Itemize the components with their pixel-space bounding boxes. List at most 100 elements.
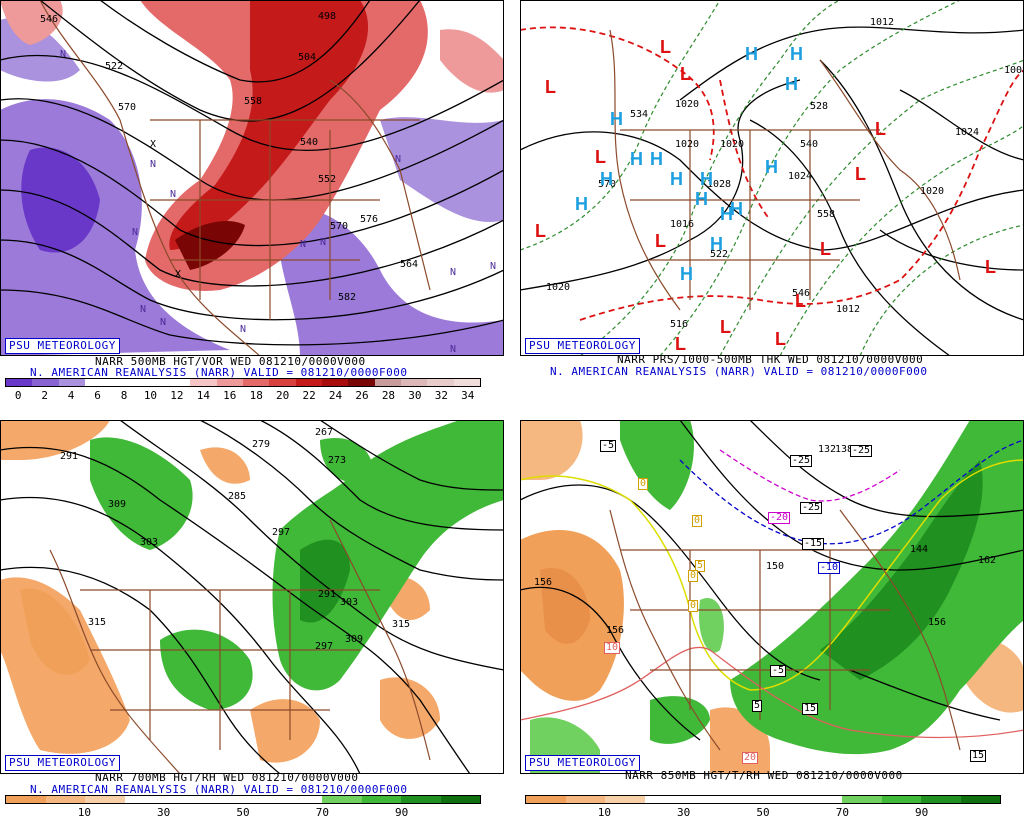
colorbar-swatch: [242, 379, 270, 386]
height-contour-label: 570: [330, 221, 349, 232]
height-contour-label: 144: [910, 544, 929, 555]
height-contour-label: 498: [318, 11, 337, 22]
vorticity-min-marker: N: [160, 317, 167, 328]
pressure-contour-label: 1020: [675, 139, 700, 150]
low-pressure-marker: L: [720, 317, 731, 337]
height-contour-label: 138: [835, 444, 854, 455]
height-contour-label: 303: [140, 537, 159, 548]
low-pressure-marker: L: [655, 231, 666, 251]
vorticity-min-marker: N: [140, 304, 147, 315]
colorbar-swatch: [58, 379, 85, 386]
colorbar-swatch: [295, 379, 322, 386]
colorbar-swatch: [164, 796, 204, 803]
colorbar-tick-label: 70: [315, 806, 329, 819]
pressure-contour-label: 570: [598, 179, 617, 190]
isotherm-label: -25: [800, 502, 823, 514]
height-contour-label: 156: [534, 577, 553, 588]
height-contour-label: 297: [272, 527, 291, 538]
colorbar-swatch: [440, 796, 480, 803]
isotherm-label: -25: [850, 445, 873, 457]
pressure-contour-label: 540: [800, 139, 819, 150]
high-pressure-marker: H: [790, 44, 803, 64]
pressure-contour-label: 1024: [955, 127, 980, 138]
colorbar-swatch: [401, 796, 441, 803]
low-pressure-marker: L: [855, 164, 866, 184]
panel-title: NARR 850MB HGT/T/RH WED 081210/0000V000: [625, 769, 903, 782]
colorbar-ticks: 10 30 50 70 90: [5, 806, 481, 819]
isotherm-label: 0: [692, 515, 703, 527]
pressure-contour-label: 516: [670, 319, 689, 330]
pressure-contour-label: 1012: [870, 17, 895, 28]
colorbar-tick-label: 50: [756, 806, 770, 819]
colorbar-tick-label: 18: [249, 389, 263, 402]
pressure-contour-label: 1012: [836, 304, 861, 315]
high-pressure-marker: H: [730, 199, 743, 219]
vorticity-min-marker: N: [450, 267, 457, 278]
colorbar-tick-label: 10: [597, 806, 611, 819]
pressure-contour-label: 522: [710, 249, 729, 260]
colorbar-swatch: [565, 796, 605, 803]
low-pressure-marker: L: [795, 291, 806, 311]
vorticity-min-marker: N: [170, 189, 177, 200]
colorbar-swatch: [881, 796, 921, 803]
colorbar-tick-label: 24: [328, 389, 343, 402]
pressure-contour-label: 1016: [670, 219, 695, 230]
pressure-contour-label: 1024: [788, 171, 813, 182]
vorticity-max-marker: X: [150, 139, 157, 150]
map-frame: [0, 0, 504, 356]
pressure-contour-label: 528: [810, 101, 829, 112]
isotherm-label: -10: [818, 562, 841, 574]
height-contour-label: 132: [818, 444, 837, 455]
isotherm-label: -5: [600, 440, 617, 452]
pressure-contour-label: 1020: [920, 186, 945, 197]
pressure-contour-label: 1020: [720, 139, 745, 150]
vorticity-min-marker: N: [320, 237, 327, 248]
vorticity-colorbar: [5, 378, 481, 387]
colorbar-tick-label: 10: [143, 389, 158, 402]
height-contour-label: 291: [318, 589, 337, 600]
map-frame: [0, 420, 504, 774]
rh-colorbar: [525, 795, 1001, 804]
colorbar-tick-label: 22: [302, 389, 316, 402]
colorbar-swatch: [243, 796, 283, 803]
high-pressure-marker: H: [650, 149, 663, 169]
vorticity-min-marker: N: [490, 261, 497, 272]
panel-subtitle: N. AMERICAN REANALYSIS (NARR) VALID = 08…: [30, 783, 408, 796]
colorbar-swatch: [684, 796, 724, 803]
pressure-contour-label: 558: [817, 209, 836, 220]
isotherm-label: 5: [695, 560, 706, 572]
psu-meteorology-badge: PSU METEOROLOGY: [5, 338, 120, 354]
colorbar-tick-label: 16: [223, 389, 237, 402]
colorbar-swatch: [190, 379, 217, 386]
colorbar-swatch: [216, 379, 243, 386]
colorbar-tick-label: 26: [355, 389, 369, 402]
pressure-contour-label: 1020: [675, 99, 700, 110]
colorbar-tick-label: 30: [157, 806, 171, 819]
low-pressure-marker: L: [675, 334, 686, 354]
height-contour-label: 576: [360, 214, 379, 225]
high-pressure-marker: H: [720, 204, 733, 224]
high-pressure-marker: H: [630, 149, 643, 169]
colorbar-tick-label: 6: [94, 389, 101, 402]
panel-title: NARR PRS/1000-500MB THK WED 081210/0000V…: [617, 353, 924, 366]
low-pressure-marker: L: [875, 119, 886, 139]
vorticity-min-marker: N: [240, 324, 247, 335]
colorbar-swatch: [45, 796, 85, 803]
colorbar-swatch: [605, 796, 645, 803]
colorbar-tick-label: 30: [677, 806, 691, 819]
high-pressure-marker: H: [680, 264, 693, 284]
colorbar-swatch: [842, 796, 882, 803]
pressure-contour-label: 534: [630, 109, 649, 120]
panel-mslp-thickness: 1012 1008 1020 1020 1024 1028 1024 1020 1020 1012…: [520, 0, 1024, 404]
height-contour-label: 552: [318, 174, 337, 185]
colorbar-tick-label: 70: [835, 806, 849, 819]
vorticity-min-marker: N: [395, 154, 402, 165]
rh-colorbar: [5, 795, 481, 804]
low-pressure-marker: L: [680, 64, 691, 84]
isotherm-label: 0: [688, 570, 699, 582]
colorbar-swatch: [124, 796, 164, 803]
height-contour-label: 162: [978, 555, 997, 566]
isotherm-label: -25: [790, 455, 813, 467]
colorbar-tick-label: 90: [915, 806, 929, 819]
pressure-contour-label: 1008: [1004, 65, 1024, 76]
